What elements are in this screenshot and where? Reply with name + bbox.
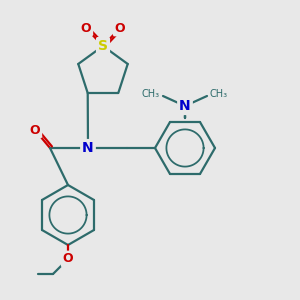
Text: O: O bbox=[81, 22, 91, 34]
Text: CH₃: CH₃ bbox=[142, 89, 160, 99]
Text: S: S bbox=[98, 39, 108, 53]
Text: N: N bbox=[179, 99, 191, 113]
Text: O: O bbox=[30, 124, 40, 136]
Text: O: O bbox=[63, 253, 73, 266]
Text: N: N bbox=[82, 141, 94, 155]
Text: O: O bbox=[115, 22, 125, 34]
Text: CH₃: CH₃ bbox=[210, 89, 228, 99]
